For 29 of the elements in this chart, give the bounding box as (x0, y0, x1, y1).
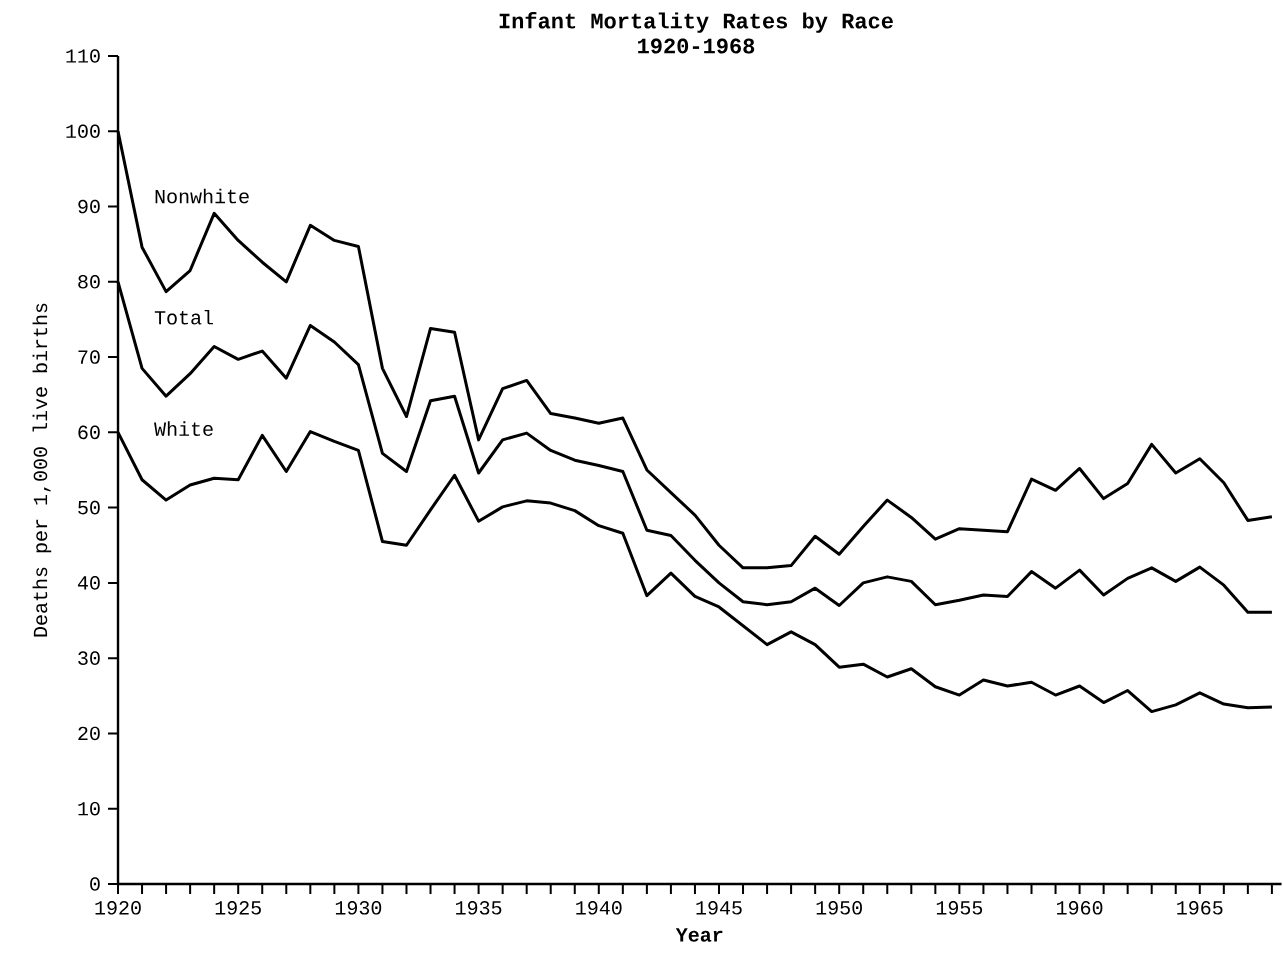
x-tick-label: 1960 (1057, 901, 1103, 915)
y-tick-label: 30 (78, 651, 100, 665)
x-tick-label: 1965 (1177, 901, 1223, 915)
x-tick-label: 1950 (816, 901, 862, 915)
chart-title: Infant Mortality Rates by Race (499, 12, 893, 33)
x-tick-label: 1955 (936, 901, 983, 915)
series-label: Nonwhite (155, 188, 249, 204)
y-tick-label: 0 (90, 877, 100, 891)
y-tick-label: 70 (78, 350, 100, 364)
y-tick-label: 50 (78, 500, 100, 515)
y-tick-label: 80 (78, 275, 100, 289)
y-tick-label: 100 (66, 124, 100, 139)
y-tick-label: 10 (78, 801, 100, 816)
y-axis-title: Deaths per 1,000 live births (32, 303, 52, 637)
x-tick-label: 1945 (696, 901, 742, 915)
x-tick-label: 1940 (576, 901, 622, 915)
series-label: White (154, 421, 213, 436)
y-tick-label: 110 (66, 49, 100, 63)
series-label: Total (154, 309, 213, 325)
y-tick-label: 60 (78, 425, 100, 440)
chart-subtitle: 1920-1968 (638, 38, 755, 54)
y-tick-label: 20 (78, 726, 100, 741)
x-axis-title: Year (675, 928, 723, 942)
x-tick-label: 1930 (335, 901, 382, 915)
x-tick-label: 1920 (95, 901, 141, 915)
y-tick-label: 90 (78, 199, 100, 214)
x-tick-label: 1935 (456, 901, 502, 915)
y-tick-label: 40 (77, 576, 100, 590)
x-tick-label: 1925 (215, 901, 261, 915)
